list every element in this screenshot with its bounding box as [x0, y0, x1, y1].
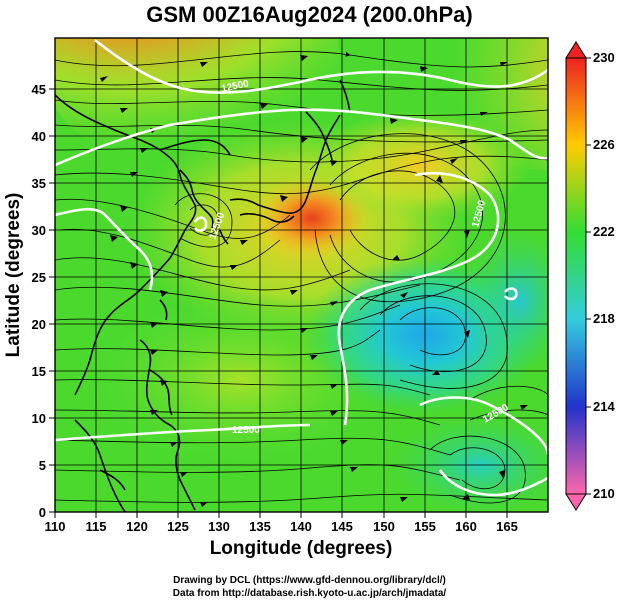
x-tick-label: 140: [290, 519, 312, 534]
colorbar-max-triangle: [565, 41, 587, 59]
colorbar-gradient: [565, 57, 587, 495]
contour-label: 12500: [232, 425, 260, 436]
map-title: GSM 00Z16Aug2024 (200.0hPa): [146, 2, 473, 27]
y-tick-label: 0: [39, 505, 46, 520]
credit-data-source: Data from http://database.rish.kyoto-u.a…: [172, 588, 447, 599]
y-tick-label: 20: [32, 317, 46, 332]
colorbar-label: 210: [593, 486, 615, 501]
colorbar-label: 226: [593, 137, 615, 152]
axis-ticks: [49, 88, 508, 518]
credit-drawing: Drawing by DCL (https://www.gfd-dennou.o…: [173, 575, 446, 586]
x-tick-label: 145: [331, 519, 353, 534]
warm-region-east: [310, 110, 530, 220]
plot-area: 12500 12500 12500 12500 12500: [55, 38, 548, 512]
cool-region-east: [465, 230, 548, 370]
height-contours: [55, 38, 548, 497]
x-axis-title: Longitude (degrees): [210, 538, 393, 559]
y-tick-label: 10: [32, 411, 46, 426]
x-tick-label: 110: [45, 519, 66, 534]
x-tick-label: 160: [455, 519, 477, 534]
x-tick-labels: 110 115 120 125 130 135 140 145 150 155 …: [45, 519, 518, 534]
y-tick-label: 45: [32, 82, 46, 97]
lat-lon-grid: [55, 38, 548, 512]
y-axis-title: Latitude (degrees): [3, 193, 24, 358]
colorbar-label: 218: [593, 311, 615, 326]
x-tick-label: 130: [208, 519, 230, 534]
colorbar: 230 226 222 218 214 210: [565, 41, 615, 511]
colorbar-min-triangle: [565, 493, 587, 511]
y-tick-label: 40: [32, 129, 46, 144]
y-tick-label: 15: [32, 364, 46, 379]
x-tick-label: 135: [249, 519, 271, 534]
x-tick-label: 165: [496, 519, 518, 534]
x-tick-label: 155: [414, 519, 436, 534]
colorbar-label: 214: [593, 399, 615, 414]
y-tick-label: 35: [32, 176, 46, 191]
cool-region-south: [390, 415, 548, 512]
y-tick-labels: 0 5 10 15 20 25 30 35 40 45: [32, 82, 46, 520]
colorbar-label: 222: [593, 224, 615, 239]
colorbar-label: 230: [593, 50, 615, 65]
x-tick-label: 120: [126, 519, 148, 534]
streamlines: [55, 51, 548, 504]
x-tick-label: 115: [86, 519, 107, 534]
x-tick-label: 150: [373, 519, 395, 534]
y-tick-label: 5: [39, 458, 46, 473]
y-tick-label: 25: [32, 270, 46, 285]
y-tick-label: 30: [32, 223, 46, 238]
flow-arrows: [100, 55, 528, 507]
x-tick-label: 125: [167, 519, 189, 534]
